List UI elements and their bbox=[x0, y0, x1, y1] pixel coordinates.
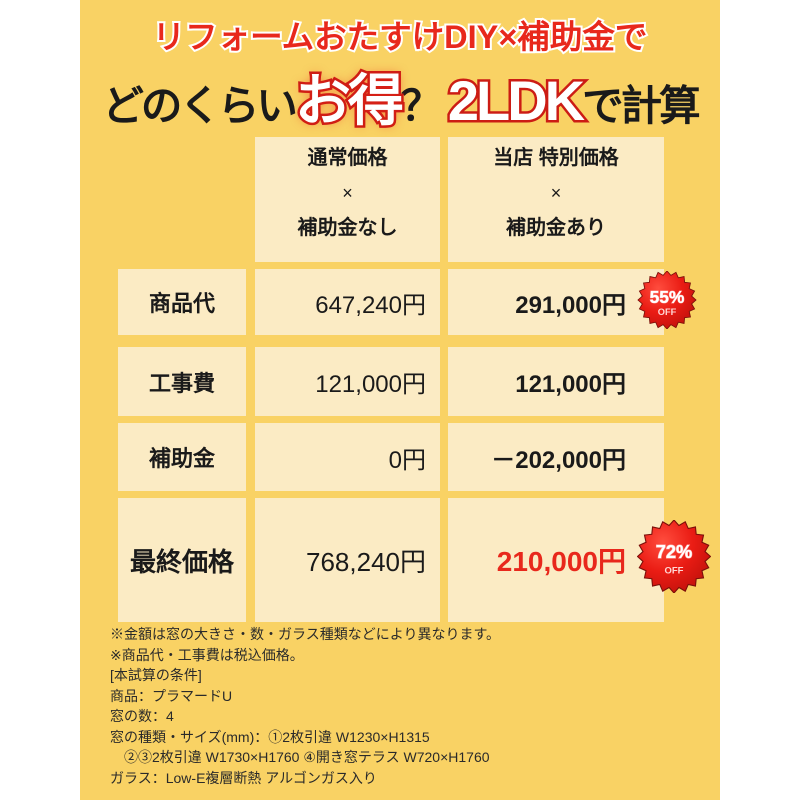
svg-text:OFF: OFF bbox=[665, 565, 684, 576]
svg-text:55%: 55% bbox=[650, 287, 685, 307]
svg-text:OFF: OFF bbox=[658, 307, 677, 317]
svg-text:72%: 72% bbox=[656, 541, 693, 562]
